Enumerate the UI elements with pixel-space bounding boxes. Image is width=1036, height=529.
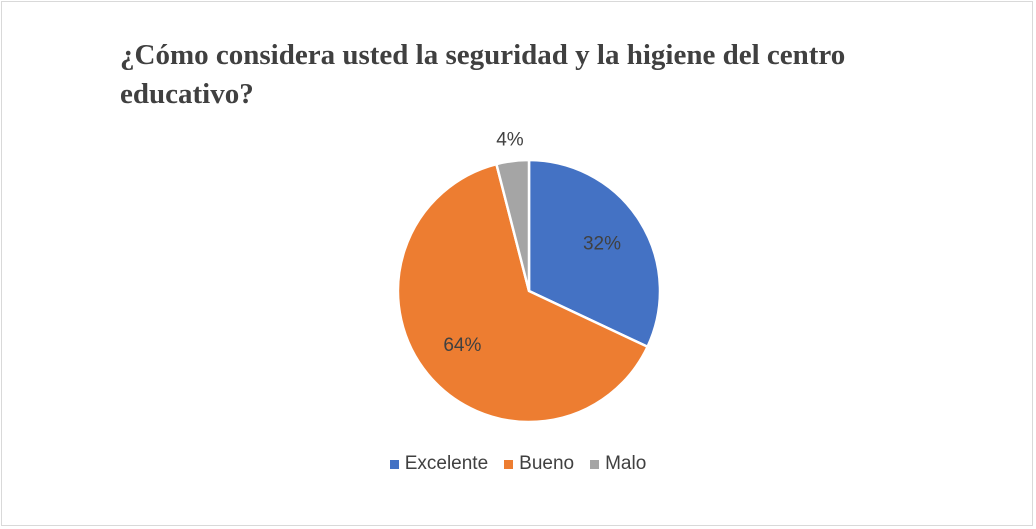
pie-slice [396, 162, 650, 424]
legend-label: Malo [605, 453, 647, 474]
legend-item: Malo [590, 453, 646, 475]
legend-swatch [590, 459, 600, 469]
legend-swatch [504, 459, 514, 469]
legend-swatch [389, 459, 399, 469]
data-label: 4% [496, 129, 524, 150]
legend-item: Bueno [504, 453, 574, 475]
data-label: 64% [443, 335, 481, 356]
legend-label: Bueno [519, 453, 575, 474]
legend-label: Excelente [404, 453, 489, 474]
data-label: 32% [583, 234, 621, 255]
chart-title: ¿Cómo considera usted la seguridad y la … [120, 39, 846, 110]
pie-slice [494, 158, 531, 292]
pie-slice [527, 158, 662, 349]
legend: Excelente Bueno Malo [0, 453, 1036, 475]
legend-item: Excelente [389, 453, 489, 475]
